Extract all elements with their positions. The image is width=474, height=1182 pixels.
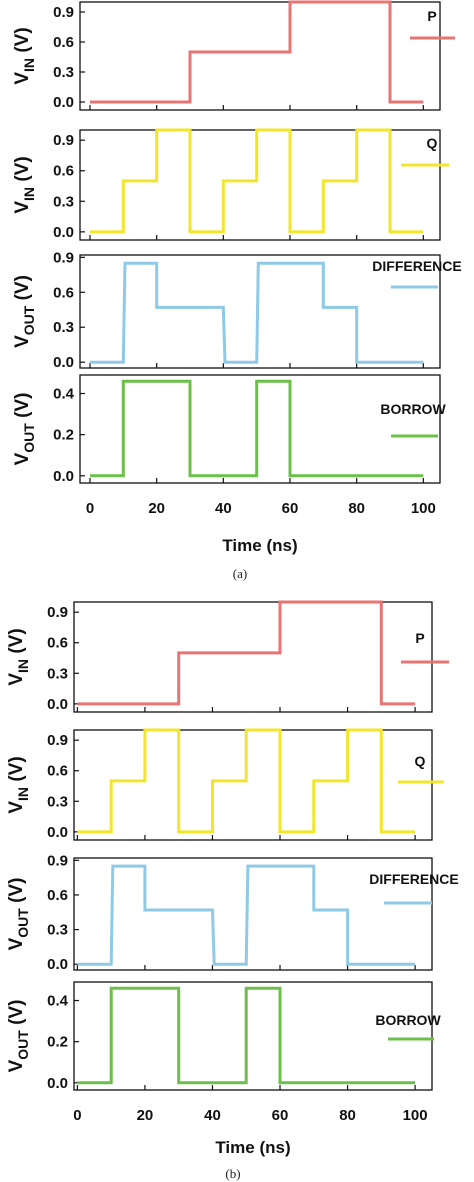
y-tick-label: 0.9: [47, 852, 68, 869]
x-axis-label: Time (ns): [222, 536, 297, 555]
y-axis-label: VOUT (V): [12, 393, 37, 466]
y-tick-label: 0.9: [53, 132, 74, 149]
x-tick-label: 20: [148, 500, 165, 517]
plot-frame: [73, 857, 433, 971]
figure-caption: (a): [233, 566, 247, 581]
series-line-q: [77, 728, 416, 834]
y-axis-label: VOUT (V): [6, 878, 31, 951]
plot-frame: [79, 254, 441, 369]
y-tick-label: 0.9: [53, 249, 74, 266]
y-tick-label: 0.3: [53, 319, 74, 336]
legend-label: BORROW: [380, 401, 446, 417]
y-tick-label: 0.3: [47, 922, 68, 939]
x-tick-label: 40: [204, 1107, 221, 1124]
x-tick-label: 40: [215, 500, 232, 517]
figure-caption: (b): [225, 1166, 240, 1181]
plot-frame: [79, 129, 441, 241]
y-tick-label: 0.0: [53, 224, 74, 241]
series-line-borrow: [90, 379, 424, 478]
series-line-difference: [77, 864, 416, 966]
plot-frame: [79, 1, 441, 111]
series-line-q: [90, 128, 424, 234]
y-tick-label: 0.0: [53, 354, 74, 371]
y-axis-label: VIN (V): [6, 756, 31, 813]
y-tick-label: 0.6: [53, 34, 74, 51]
x-tick-label: 0: [73, 1107, 81, 1124]
y-axis-label: VIN (V): [12, 27, 37, 84]
legend-label: BORROW: [375, 1012, 441, 1028]
y-axis-label: VOUT (V): [6, 1000, 31, 1073]
y-axis-label: VOUT (V): [12, 275, 37, 348]
y-tick-label: 0.3: [53, 193, 74, 210]
plot-frame: [73, 981, 433, 1091]
y-tick-label: 0.0: [47, 956, 68, 973]
legend-label: Q: [427, 135, 438, 151]
series-line-p: [77, 600, 416, 706]
y-tick-label: 0.9: [53, 4, 74, 21]
y-axis-label: VIN (V): [6, 628, 31, 685]
x-tick-label: 100: [411, 500, 436, 517]
y-tick-label: 0.6: [47, 635, 68, 652]
y-tick-label: 0.6: [47, 763, 68, 780]
legend-label: Q: [415, 753, 426, 769]
x-tick-label: 60: [282, 500, 299, 517]
legend-label: P: [427, 8, 436, 24]
series-line-difference: [90, 261, 424, 364]
x-tick-label: 80: [339, 1107, 356, 1124]
y-tick-label: 0.2: [53, 427, 74, 444]
y-tick-label: 0.9: [47, 604, 68, 621]
y-tick-label: 0.9: [47, 732, 68, 749]
x-tick-label: 60: [272, 1107, 289, 1124]
y-tick-label: 0.6: [47, 887, 68, 904]
y-tick-label: 0.6: [53, 284, 74, 301]
plot-frame: [73, 601, 433, 713]
y-tick-label: 0.4: [53, 386, 75, 403]
y-tick-label: 0.3: [47, 793, 68, 810]
legend-label: P: [415, 630, 424, 646]
x-tick-label: 0: [86, 500, 94, 517]
x-tick-label: 80: [348, 500, 365, 517]
legend-label: DIFFERENCE: [369, 871, 458, 887]
x-axis-label: Time (ns): [215, 1138, 290, 1157]
plot-frame: [79, 374, 441, 484]
x-tick-label: 20: [137, 1107, 154, 1124]
y-tick-label: 0.0: [47, 696, 68, 713]
y-tick-label: 0.4: [47, 993, 69, 1010]
series-line-borrow: [77, 986, 416, 1085]
y-tick-label: 0.0: [53, 468, 74, 485]
y-axis-label: VIN (V): [12, 156, 37, 213]
y-tick-label: 0.2: [47, 1034, 68, 1051]
y-tick-label: 0.6: [53, 163, 74, 180]
y-tick-label: 0.0: [47, 824, 68, 841]
y-tick-label: 0.3: [53, 64, 74, 81]
y-tick-label: 0.0: [47, 1075, 68, 1092]
y-tick-label: 0.0: [53, 94, 74, 111]
legend-label: DIFFERENCE: [372, 258, 461, 274]
series-line-p: [90, 0, 424, 104]
y-tick-label: 0.3: [47, 665, 68, 682]
plot-frame: [73, 729, 433, 841]
x-tick-label: 100: [403, 1107, 428, 1124]
